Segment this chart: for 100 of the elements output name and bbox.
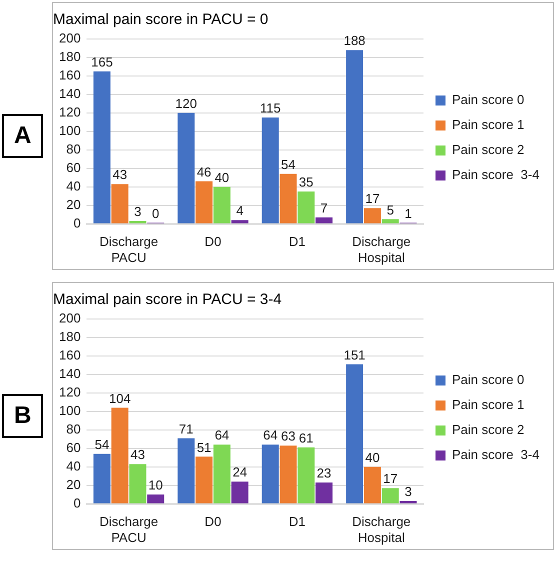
data-label: 43 <box>130 447 145 462</box>
data-label: 17 <box>383 471 398 486</box>
data-label: 43 <box>112 167 128 182</box>
y-tick-label: 120 <box>58 104 81 120</box>
y-tick-label: 0 <box>73 215 81 230</box>
bar <box>364 208 381 224</box>
y-tick-label: 20 <box>66 196 81 212</box>
data-label: 3 <box>134 204 142 220</box>
data-label: 54 <box>94 436 110 452</box>
x-tick-label: Discharge Hospital <box>352 234 411 265</box>
bar <box>382 488 399 504</box>
data-label: 35 <box>298 174 314 190</box>
data-label: 0 <box>152 206 160 221</box>
y-tick-label: 100 <box>58 402 81 418</box>
data-label: 64 <box>214 428 230 443</box>
bar <box>346 50 364 224</box>
x-tick-label: Discharge Hospital <box>352 514 411 545</box>
y-tick-label: 80 <box>66 141 81 156</box>
y-tick-label: 180 <box>58 329 81 344</box>
legend-label: Pain score 3-4 <box>452 447 540 462</box>
x-tick-label: D0 <box>204 514 222 530</box>
text: B <box>2 394 44 438</box>
data-label: 23 <box>316 466 332 481</box>
y-tick-label: 60 <box>66 160 81 175</box>
data-label: 64 <box>263 428 278 443</box>
legend-label: Pain score 1 <box>452 117 524 132</box>
y-tick-label: 160 <box>58 68 81 83</box>
y-tick-label: 40 <box>66 178 81 194</box>
data-label: 46 <box>196 164 212 180</box>
data-label: 165 <box>91 54 113 70</box>
chart-title: Maximal pain score in PACU = 0 <box>53 11 268 28</box>
data-label: 151 <box>344 347 366 362</box>
bar <box>280 446 297 504</box>
bar <box>298 191 315 224</box>
data-label: 120 <box>175 96 198 111</box>
y-tick-label: 200 <box>58 310 81 326</box>
x-tick-label: D0 <box>204 234 222 250</box>
bar <box>316 217 333 224</box>
bar <box>346 364 364 504</box>
x-tick-label: Discharge PACU <box>100 514 158 545</box>
data-label: 54 <box>281 156 296 172</box>
bar <box>111 184 128 224</box>
bar <box>178 112 195 224</box>
y-tick-label: 100 <box>58 122 81 138</box>
y-tick-label: 20 <box>66 476 81 492</box>
data-label: 1 <box>404 206 412 221</box>
legend-label: Pain score 3-4 <box>452 167 540 182</box>
legend-label: Pain score 0 <box>452 372 524 388</box>
bar <box>93 71 110 224</box>
data-label: 10 <box>148 478 163 493</box>
legend-label: Pain score 2 <box>452 142 524 158</box>
data-label: 7 <box>320 200 328 216</box>
chart-title: Maximal pain score in PACU = 3-4 <box>53 291 282 308</box>
data-label: 71 <box>178 421 194 436</box>
data-label: 63 <box>281 428 296 444</box>
x-tick-label: D1 <box>288 514 306 530</box>
text: A <box>2 114 44 158</box>
y-tick-label: 60 <box>66 440 81 455</box>
bar <box>280 174 297 224</box>
data-label: 24 <box>232 464 248 480</box>
bar <box>316 482 333 504</box>
bar <box>178 438 195 504</box>
data-label: 104 <box>108 390 131 406</box>
data-label: 40 <box>365 450 380 465</box>
bar <box>231 220 248 224</box>
bar <box>196 456 213 504</box>
bar <box>196 181 213 224</box>
bar <box>111 408 128 504</box>
y-tick-label: 180 <box>58 49 81 64</box>
legend-label: Pain score 2 <box>452 422 524 438</box>
bar <box>93 454 110 504</box>
bar <box>213 444 230 504</box>
bar <box>382 219 399 224</box>
bar <box>262 118 279 224</box>
data-label: 188 <box>344 33 366 48</box>
y-tick-label: 140 <box>58 366 81 382</box>
y-tick-label: 120 <box>58 384 81 400</box>
bar <box>129 464 146 504</box>
bar <box>298 447 315 504</box>
data-label: 4 <box>236 203 244 218</box>
data-label: 61 <box>298 430 314 446</box>
y-tick-label: 40 <box>66 458 81 474</box>
bar <box>147 494 164 504</box>
data-label: 115 <box>260 100 281 116</box>
bar <box>213 186 230 224</box>
legend-label: Pain score 1 <box>452 397 524 412</box>
bar <box>364 466 381 504</box>
data-label: 40 <box>214 170 230 185</box>
data-label: 17 <box>365 191 380 206</box>
y-tick-label: 160 <box>58 348 81 363</box>
legend-label: Pain score 0 <box>452 92 524 108</box>
y-tick-label: 0 <box>73 495 81 510</box>
data-label: 5 <box>386 202 394 218</box>
x-tick-label: D1 <box>288 234 306 250</box>
data-label: 51 <box>196 440 212 455</box>
bar <box>231 482 248 504</box>
bar <box>262 444 279 504</box>
y-tick-label: 140 <box>58 86 81 102</box>
data-label: 3 <box>404 484 412 500</box>
y-tick-label: 80 <box>66 421 81 436</box>
